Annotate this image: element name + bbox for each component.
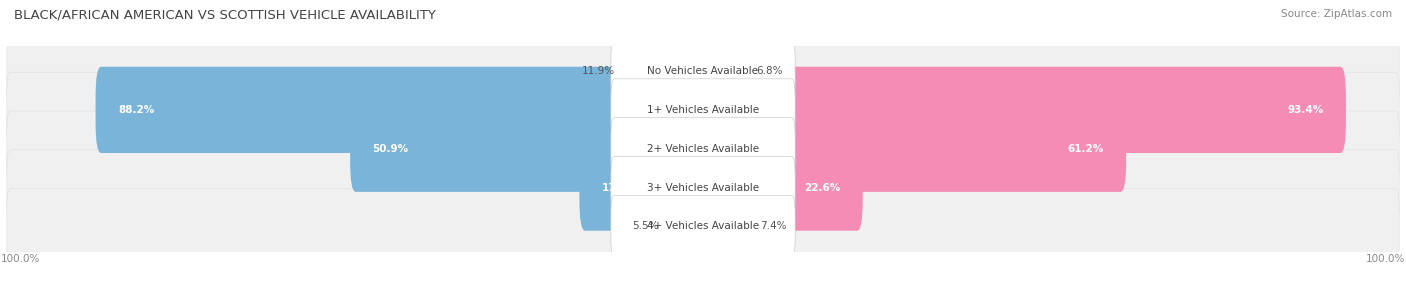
FancyBboxPatch shape	[7, 33, 1399, 109]
FancyBboxPatch shape	[697, 144, 863, 231]
Text: 5.5%: 5.5%	[633, 221, 658, 231]
Text: 50.9%: 50.9%	[373, 144, 409, 154]
Text: 4+ Vehicles Available: 4+ Vehicles Available	[647, 221, 759, 231]
Text: 11.9%: 11.9%	[582, 66, 614, 76]
FancyBboxPatch shape	[610, 156, 796, 219]
FancyBboxPatch shape	[610, 40, 796, 102]
Text: 1+ Vehicles Available: 1+ Vehicles Available	[647, 105, 759, 115]
Text: 2+ Vehicles Available: 2+ Vehicles Available	[647, 144, 759, 154]
Text: 22.6%: 22.6%	[804, 182, 841, 192]
FancyBboxPatch shape	[7, 189, 1399, 264]
FancyBboxPatch shape	[350, 106, 709, 192]
FancyBboxPatch shape	[579, 144, 709, 231]
Text: 93.4%: 93.4%	[1286, 105, 1323, 115]
FancyBboxPatch shape	[7, 72, 1399, 148]
Text: No Vehicles Available: No Vehicles Available	[648, 66, 758, 76]
Text: 17.3%: 17.3%	[602, 182, 638, 192]
FancyBboxPatch shape	[610, 79, 796, 141]
FancyBboxPatch shape	[610, 195, 796, 257]
FancyBboxPatch shape	[697, 67, 1346, 153]
Text: Source: ZipAtlas.com: Source: ZipAtlas.com	[1281, 9, 1392, 19]
FancyBboxPatch shape	[7, 111, 1399, 186]
FancyBboxPatch shape	[610, 118, 796, 180]
Text: 88.2%: 88.2%	[118, 105, 155, 115]
FancyBboxPatch shape	[616, 28, 709, 114]
Text: 3+ Vehicles Available: 3+ Vehicles Available	[647, 182, 759, 192]
FancyBboxPatch shape	[659, 183, 709, 269]
Text: 7.4%: 7.4%	[761, 221, 787, 231]
Text: 61.2%: 61.2%	[1067, 144, 1104, 154]
FancyBboxPatch shape	[96, 67, 709, 153]
FancyBboxPatch shape	[697, 183, 759, 269]
FancyBboxPatch shape	[697, 28, 755, 114]
Text: BLACK/AFRICAN AMERICAN VS SCOTTISH VEHICLE AVAILABILITY: BLACK/AFRICAN AMERICAN VS SCOTTISH VEHIC…	[14, 9, 436, 21]
FancyBboxPatch shape	[697, 106, 1126, 192]
Text: 6.8%: 6.8%	[756, 66, 783, 76]
FancyBboxPatch shape	[7, 150, 1399, 225]
